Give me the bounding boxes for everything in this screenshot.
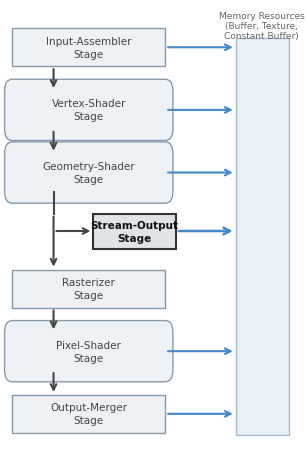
FancyBboxPatch shape	[93, 214, 176, 249]
FancyBboxPatch shape	[12, 29, 165, 67]
Text: Input-Assembler
Stage: Input-Assembler Stage	[46, 37, 132, 60]
Text: Stream-Output
Stage: Stream-Output Stage	[91, 220, 179, 244]
FancyBboxPatch shape	[5, 143, 173, 204]
Text: Memory Resources
(Buffer, Texture,
Constant Buffer): Memory Resources (Buffer, Texture, Const…	[219, 12, 304, 41]
FancyBboxPatch shape	[5, 80, 173, 141]
Text: Geometry-Shader
Stage: Geometry-Shader Stage	[43, 162, 135, 185]
FancyBboxPatch shape	[12, 270, 165, 308]
FancyBboxPatch shape	[5, 321, 173, 382]
Text: Pixel-Shader
Stage: Pixel-Shader Stage	[56, 340, 121, 363]
Text: Rasterizer
Stage: Rasterizer Stage	[62, 277, 115, 300]
FancyBboxPatch shape	[12, 395, 165, 433]
FancyBboxPatch shape	[236, 39, 289, 435]
Text: Vertex-Shader
Stage: Vertex-Shader Stage	[51, 99, 126, 122]
Text: Output-Merger
Stage: Output-Merger Stage	[50, 402, 127, 425]
